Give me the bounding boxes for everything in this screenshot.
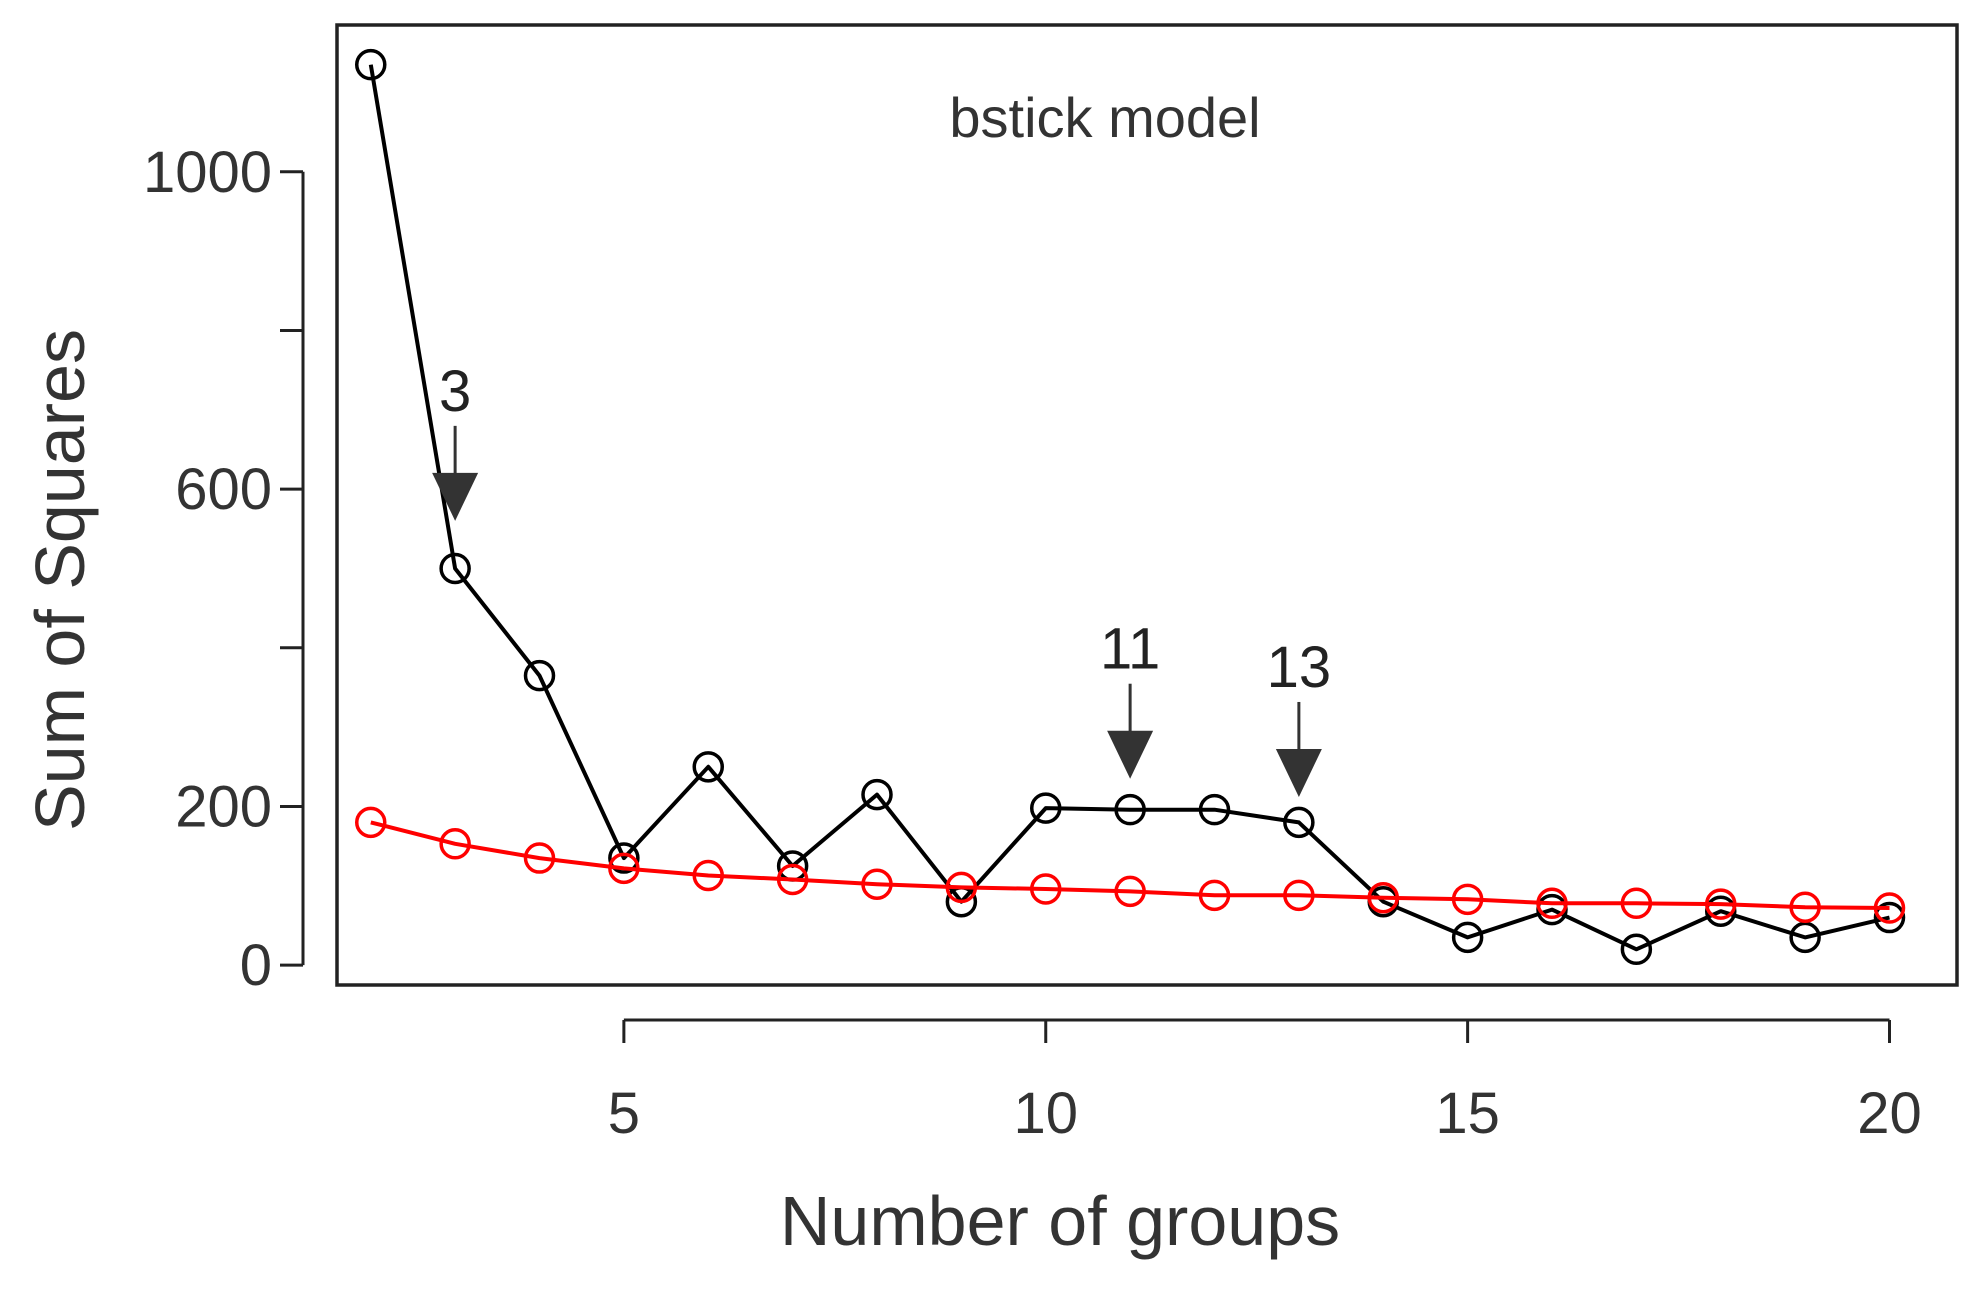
data-point [1620,933,1653,966]
data-point [1198,793,1231,826]
x-axis-title: Number of groups [780,1182,1340,1260]
data-point [1030,873,1062,905]
y-tick-label: 200 [175,774,272,839]
data-point [1367,881,1399,914]
data-point [692,751,724,783]
y-tick-label: 600 [175,457,272,522]
data-point [439,828,471,860]
chart-title: bstick model [949,86,1260,149]
data-point [1789,891,1821,923]
arrow-head [1107,730,1154,779]
data-point [692,859,724,892]
data-point [1789,921,1821,954]
data-point [1283,879,1315,912]
x-tick-label: 20 [1857,1081,1922,1146]
annotation-label: 11 [1100,617,1160,682]
data-point [439,552,471,585]
annotation-11: 11 [1100,617,1160,779]
x-tick-label: 15 [1435,1081,1500,1146]
data-point [523,659,556,692]
data-point [1451,883,1484,916]
x-axis: 5 10 15 20 [608,1018,1922,1146]
series-layer [355,48,1906,966]
data-point [776,863,809,896]
annotation-label: 3 [439,359,471,424]
annotation-label: 13 [1267,635,1332,700]
y-axis: 0 200 600 1000 [143,140,305,998]
data-point [523,842,556,874]
x-tick-label: 5 [608,1081,640,1146]
data-point [1873,901,1906,934]
data-point [1873,892,1906,924]
data-point [1114,793,1146,826]
annotation-13: 13 [1267,635,1332,797]
data-point [1451,921,1484,954]
data-point [608,852,640,885]
series-line-broken-stick [370,820,1890,910]
data-point [355,48,387,81]
data-point [1198,879,1231,912]
annotation-3: 3 [432,359,479,521]
series-broken-stick [355,806,1906,924]
data-point [1114,875,1146,908]
data-point [861,778,893,811]
data-point [1705,888,1737,920]
data-point [355,806,387,839]
series-line-observed [368,64,1890,952]
data-point [1620,887,1653,920]
y-axis-title: Sum of Squares [21,329,99,831]
data-point [861,868,893,900]
arrow-head [432,472,479,521]
y-tick-label: 0 [240,933,272,998]
data-point [608,842,640,874]
x-tick-label: 10 [1013,1081,1078,1146]
annotation-layer: 3 11 13 [432,359,1331,797]
data-point [1283,806,1315,839]
data-point [1536,887,1568,920]
y-tick-label: 1000 [143,140,272,205]
data-point [1030,792,1062,824]
arrow-head [1275,748,1322,797]
data-point [945,871,978,904]
plot-frame [335,23,1959,987]
